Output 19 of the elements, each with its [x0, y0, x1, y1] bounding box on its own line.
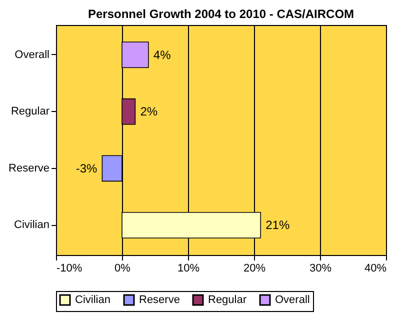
chart-title: Personnel Growth 2004 to 2010 - CAS/AIRCOM	[88, 7, 354, 21]
x-tick-label: 20%	[243, 262, 266, 274]
x-tick-label: 40%	[364, 262, 387, 274]
x-tick-label: 10%	[177, 262, 200, 274]
data-label: -3%	[76, 161, 98, 176]
y-tick-label: Regular	[10, 106, 50, 118]
legend-label: Civilian	[75, 294, 110, 306]
data-label: 4%	[153, 48, 172, 62]
x-tick-label: 0%	[114, 262, 131, 274]
y-tick-label: Overall	[14, 48, 50, 61]
legend-label: Overall	[275, 294, 310, 306]
legend-label: Reserve	[139, 294, 180, 306]
data-label: 21%	[266, 218, 290, 232]
legend-label: Regular	[208, 294, 247, 306]
x-tick-label: -10%	[56, 262, 82, 274]
y-tick-label: Civilian	[14, 219, 50, 232]
x-tick-label: 30%	[309, 262, 332, 274]
y-tick-label: Reserve	[8, 162, 50, 174]
data-label: 2%	[140, 104, 158, 119]
